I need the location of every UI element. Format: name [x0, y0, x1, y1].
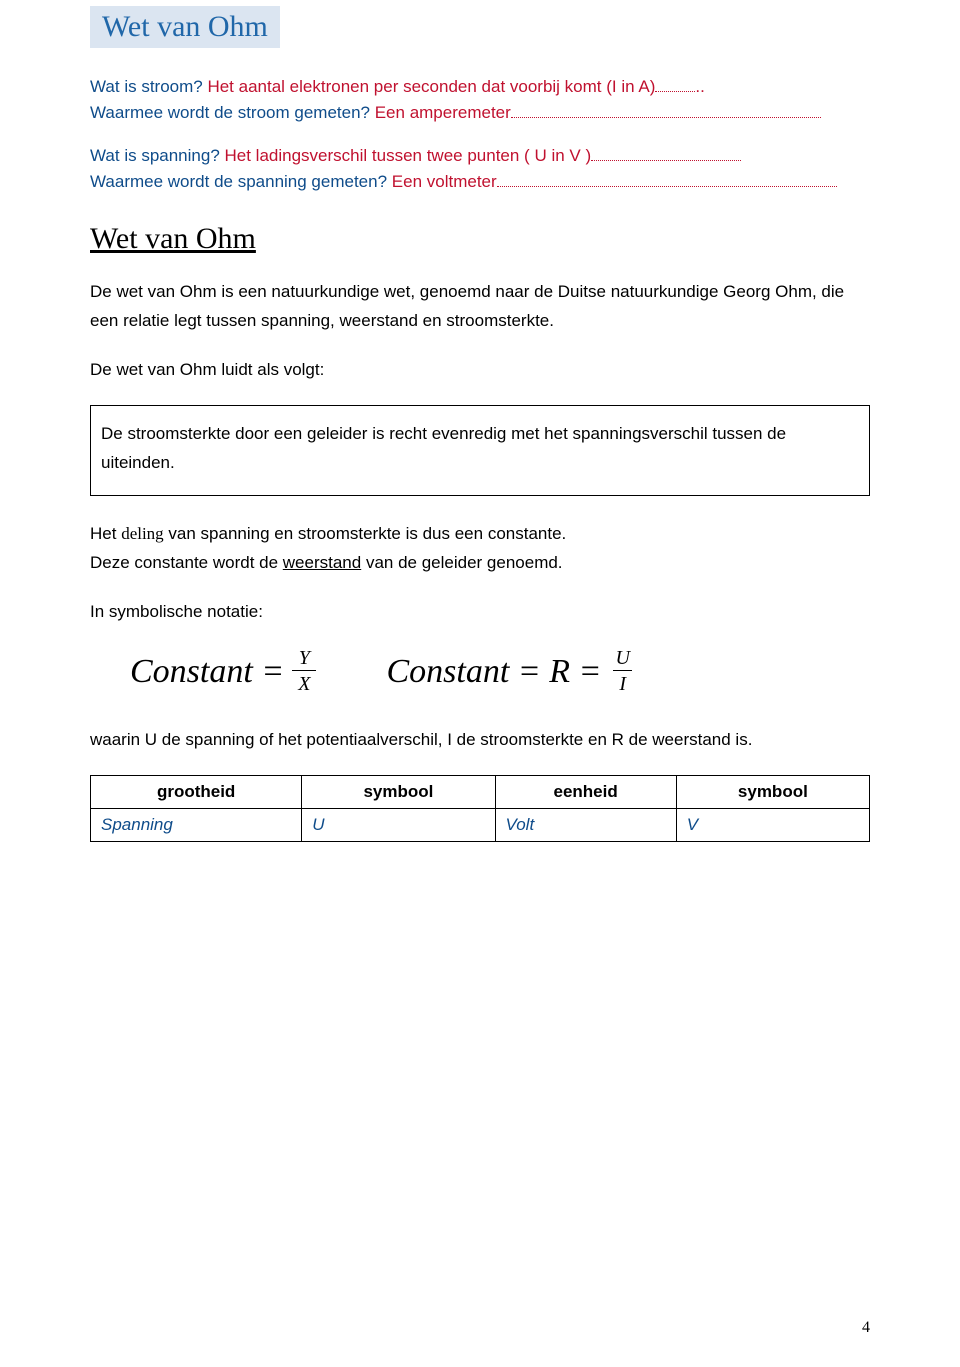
dot-fill [591, 160, 741, 161]
qa-line: Wat is spanning? Het ladingsverschil tus… [90, 143, 870, 169]
answer-text: Het aantal elektronen per seconden dat v… [207, 77, 655, 96]
fraction: U I [609, 647, 635, 696]
fraction: Y X [292, 647, 316, 696]
formula-1: Constant = Y X [130, 647, 316, 696]
page-number: 4 [862, 1319, 870, 1337]
page-title-box: Wet van Ohm [90, 6, 280, 48]
paragraph: In symbolische notatie: [90, 598, 870, 627]
qa-block-1: Wat is stroom? Het aantal elektronen per… [90, 74, 870, 125]
formula-row: Constant = Y X Constant = R = U I [130, 647, 870, 696]
page-title: Wet van Ohm [102, 10, 268, 43]
qa-line: Wat is stroom? Het aantal elektronen per… [90, 74, 870, 100]
qa-line: Waarmee wordt de spanning gemeten? Een v… [90, 169, 870, 195]
paragraph: De wet van Ohm is een natuurkundige wet,… [90, 278, 870, 336]
page: Wet van Ohm Wat is stroom? Het aantal el… [0, 0, 960, 1367]
table-header: eenheid [495, 776, 676, 809]
question-text: Wat is stroom? [90, 77, 207, 96]
formula-2: Constant = R = U I [386, 647, 635, 696]
text-fragment: Het [90, 524, 121, 543]
question-text: Wat is spanning? [90, 146, 225, 165]
formula-lhs: Constant = R = [386, 653, 601, 691]
qa-block-2: Wat is spanning? Het ladingsverschil tus… [90, 143, 870, 194]
formula-lhs: Constant = [130, 653, 284, 691]
text-fragment: van spanning en stroomsterkte is dus een… [164, 524, 567, 543]
table-cell: Volt [495, 809, 676, 842]
answer-text: Een voltmeter [392, 172, 497, 191]
quantities-table: grootheid symbool eenheid symbool Spanni… [90, 775, 870, 842]
numerator: U [609, 647, 635, 670]
table-header: symbool [676, 776, 869, 809]
table-header-row: grootheid symbool eenheid symbool [91, 776, 870, 809]
table-cell: U [302, 809, 495, 842]
dot-fill [497, 186, 837, 187]
boxed-definition: De stroomsterkte door een geleider is re… [90, 405, 870, 497]
dot-fill [511, 117, 821, 118]
denominator: I [613, 670, 632, 696]
tail-dots: .. [695, 77, 704, 96]
text-fragment: van de geleider genoemd. [361, 553, 562, 572]
denominator: X [292, 670, 316, 696]
numerator: Y [293, 647, 316, 670]
table-cell: Spanning [91, 809, 302, 842]
question-text: Waarmee wordt de stroom gemeten? [90, 103, 375, 122]
table-header: grootheid [91, 776, 302, 809]
table-cell: V [676, 809, 869, 842]
table-row: Spanning U Volt V [91, 809, 870, 842]
table-header: symbool [302, 776, 495, 809]
qa-line: Waarmee wordt de stroom gemeten? Een amp… [90, 100, 870, 126]
section-title: Wet van Ohm [90, 222, 870, 256]
paragraph: waarin U de spanning of het potentiaalve… [90, 726, 870, 755]
answer-text: Een amperemeter [375, 103, 511, 122]
paragraph: De wet van Ohm luidt als volgt: [90, 356, 870, 385]
answer-text: Het ladingsverschil tussen twee punten (… [225, 146, 592, 165]
paragraph: Het deling van spanning en stroomsterkte… [90, 520, 870, 578]
text-fragment: deling [121, 524, 164, 543]
text-fragment: Deze constante wordt de [90, 553, 283, 572]
underlined-term: weerstand [283, 553, 361, 572]
question-text: Waarmee wordt de spanning gemeten? [90, 172, 392, 191]
dot-fill [655, 91, 695, 92]
